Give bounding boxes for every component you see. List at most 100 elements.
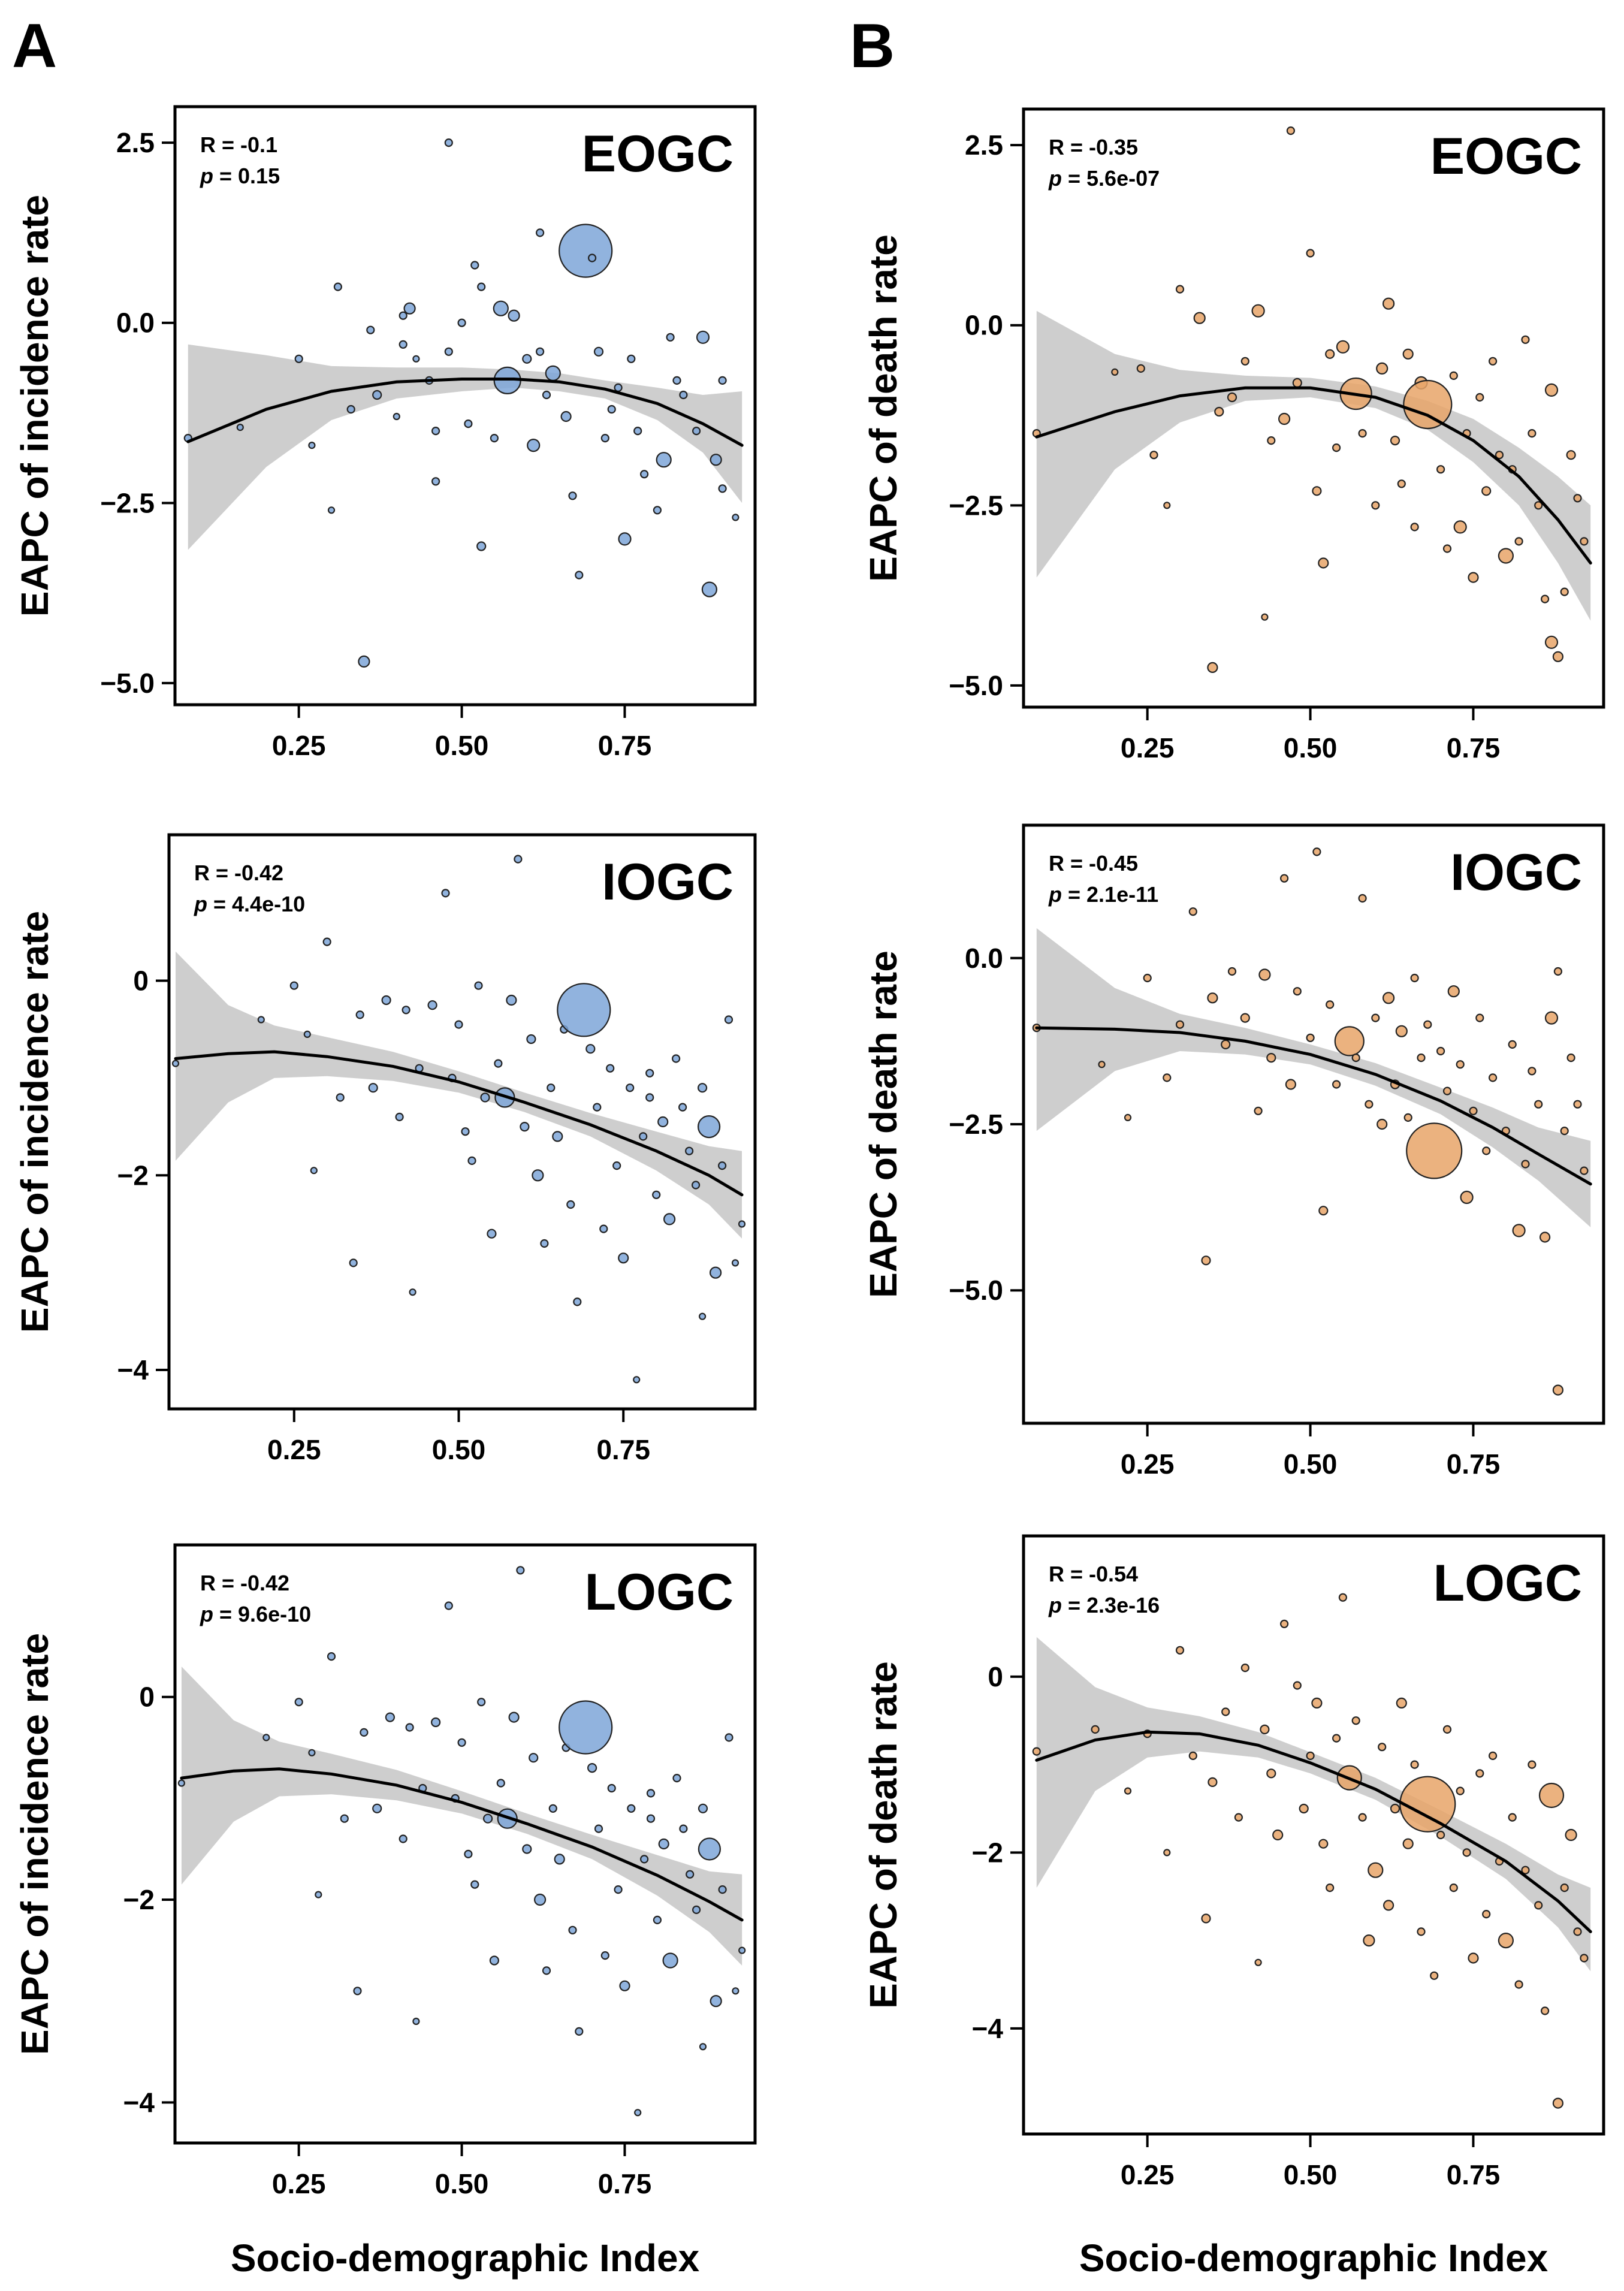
data-point	[731, 1259, 739, 1267]
data-point	[672, 376, 681, 385]
r-value: R = -0.35	[1049, 135, 1138, 159]
x-tick-label: 0.50	[432, 1434, 486, 1465]
p-number: = 0.15	[213, 164, 280, 188]
data-point	[1417, 1927, 1426, 1936]
r-value: R = -0.1	[200, 132, 277, 157]
data-point	[1560, 587, 1569, 596]
fit-line	[186, 378, 744, 447]
data-point	[606, 1064, 615, 1073]
data-point	[1382, 992, 1395, 1004]
data-point	[1460, 1190, 1474, 1205]
data-point	[1207, 662, 1218, 674]
data-point	[477, 282, 486, 291]
data-point	[658, 1838, 669, 1850]
data-point	[372, 1803, 382, 1813]
chart-title: EOGC	[582, 125, 733, 183]
data-point	[1538, 1782, 1565, 1809]
data-point	[1378, 1743, 1387, 1752]
data-point	[366, 325, 375, 334]
data-point	[1293, 987, 1302, 996]
data-point	[593, 346, 604, 357]
data-point	[671, 1054, 681, 1063]
data-point	[692, 1905, 701, 1914]
data-point	[662, 1952, 678, 1969]
y-tick-label: −5.0	[949, 670, 1003, 701]
data-point	[526, 1034, 536, 1045]
data-point	[1399, 1776, 1456, 1833]
data-point	[360, 1728, 369, 1737]
data-point	[1498, 1933, 1514, 1949]
data-point	[322, 937, 331, 946]
data-point	[1573, 1927, 1582, 1936]
data-point	[1306, 249, 1315, 258]
data-point	[619, 1980, 630, 1991]
data-point	[399, 1834, 407, 1843]
data-point	[489, 1955, 500, 1966]
data-point	[697, 1115, 721, 1139]
data-point	[1395, 1025, 1408, 1037]
data-point	[1266, 1768, 1276, 1779]
data-point	[1468, 572, 1479, 583]
data-point	[1553, 967, 1562, 976]
data-point	[1221, 1707, 1230, 1716]
data-point	[732, 1987, 739, 1995]
data-point	[709, 1266, 722, 1279]
data-point	[542, 1966, 551, 1975]
data-point	[1266, 1052, 1276, 1063]
data-point	[1449, 371, 1458, 381]
p-number: = 4.4e-10	[207, 892, 305, 916]
r-value: R = -0.45	[1049, 851, 1138, 876]
data-point	[431, 426, 440, 436]
data-point	[587, 1763, 597, 1773]
data-point	[1498, 548, 1514, 564]
data-point	[698, 1837, 722, 1861]
data-point	[405, 1723, 414, 1732]
data-point	[1336, 340, 1350, 354]
data-point	[1580, 1166, 1589, 1175]
data-point	[482, 1813, 493, 1824]
data-point	[403, 302, 416, 315]
data-point	[575, 2027, 584, 2036]
data-point	[480, 1092, 490, 1103]
data-point	[1312, 486, 1322, 496]
data-point	[441, 889, 450, 898]
p-symbol: p	[1048, 1593, 1062, 1617]
data-point	[399, 340, 407, 349]
data-point	[717, 1161, 727, 1170]
plot-frame	[1022, 1534, 1605, 2136]
data-point	[1188, 907, 1197, 916]
data-point	[1326, 1883, 1335, 1892]
data-point	[1573, 1100, 1582, 1109]
data-point	[1371, 501, 1380, 510]
x-tick-label: 0.25	[272, 730, 326, 761]
data-point	[559, 1700, 613, 1755]
data-point	[1267, 436, 1276, 445]
data-point	[1285, 1079, 1296, 1090]
data-point	[303, 1030, 311, 1039]
data-point	[1124, 1787, 1132, 1795]
plot-frame	[173, 1543, 757, 2145]
data-point	[618, 1252, 629, 1264]
chart-a-logc: 0.25 0.50 0.75 −4 −2 0 EAPC of incidence rate S…	[13, 1543, 757, 2280]
data-point	[289, 981, 298, 990]
data-point	[1163, 1073, 1172, 1082]
data-point	[639, 1855, 649, 1864]
data-point	[1221, 1039, 1231, 1050]
data-point	[1149, 451, 1158, 460]
data-point	[1293, 1681, 1302, 1690]
data-point	[585, 1044, 596, 1054]
chart-b-logc: 0.25 0.50 0.75 −4 −2 0 EAPC of death rate Socio…	[862, 1534, 1605, 2280]
x-tick-label: 0.75	[1447, 2159, 1501, 2190]
data-point	[487, 1228, 497, 1239]
data-point	[1254, 1106, 1263, 1115]
p-number: = 5.6e-07	[1062, 166, 1160, 191]
data-point	[1332, 443, 1341, 452]
data-point	[1534, 1901, 1543, 1910]
y-tick-label: −2	[123, 1884, 155, 1915]
data-point	[1377, 1118, 1388, 1130]
data-point	[1544, 383, 1559, 397]
data-point	[732, 514, 739, 521]
data-point	[1540, 1231, 1551, 1243]
data-point	[1442, 544, 1452, 553]
p-value: p = 5.6e-07	[1048, 166, 1160, 191]
